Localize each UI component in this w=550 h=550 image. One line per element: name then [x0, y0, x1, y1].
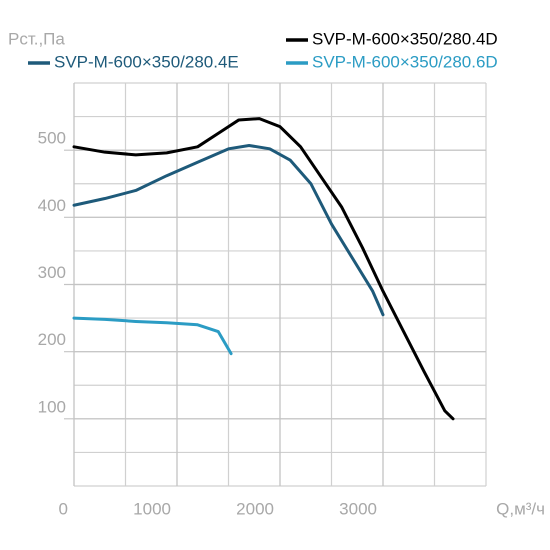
- y-tick-label: 400: [38, 196, 66, 215]
- line: [72, 117, 455, 421]
- x-tick-label: 2000: [236, 499, 274, 518]
- legend-label: SVP-M-600×350/280.4E: [54, 52, 239, 71]
- y-tick-label: 300: [38, 263, 66, 282]
- x-tick-label: 0: [59, 499, 68, 518]
- x-tick-label: 1000: [133, 499, 171, 518]
- x-axis-label: Q,м³/ч: [496, 499, 545, 518]
- legend-label: SVP-M-600×350/280.4D: [312, 29, 498, 48]
- y-tick-label: 500: [38, 129, 66, 148]
- x-tick-label: 3000: [339, 499, 377, 518]
- line: [72, 143, 385, 317]
- line: [72, 316, 233, 356]
- y-axis-label: Pст.,Па: [8, 29, 65, 48]
- y-tick-label: 200: [38, 330, 66, 349]
- legend-label: SVP-M-600×350/280.6D: [312, 52, 498, 71]
- y-tick-label: 100: [38, 397, 66, 416]
